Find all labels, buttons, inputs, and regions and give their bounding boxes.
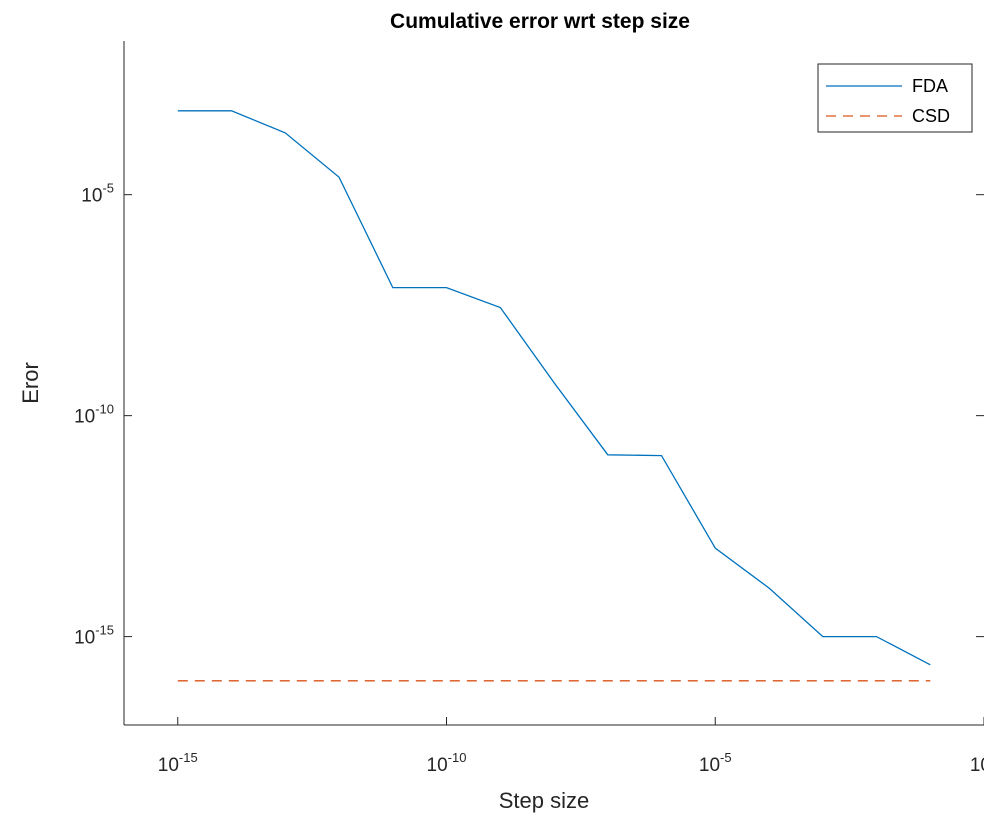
chart-title: Cumulative error wrt step size [390, 10, 690, 33]
x-tick-label: 100 [970, 750, 984, 776]
series-layer [177, 110, 931, 682]
y-tick-label: 10-5 [81, 181, 114, 207]
y-tick-label: 10-15 [74, 623, 114, 649]
y-tick-label: 10-10 [74, 402, 114, 428]
y-axis-label: Eror [18, 362, 43, 404]
x-ticks: 10-15 10-10 10-5 100 [158, 717, 984, 776]
legend-fda-label: FDA [912, 76, 948, 96]
y-ticks: 10-15 10-10 10-5 [74, 181, 984, 649]
legend-box [817, 63, 973, 133]
x-tick-label: 10-5 [699, 750, 732, 776]
x-axis-label: Step size [499, 788, 590, 813]
legend: FDA CSD [817, 63, 973, 133]
series-line-fda [177, 110, 931, 666]
legend-csd-label: CSD [912, 106, 950, 126]
x-tick-label: 10-10 [427, 750, 467, 776]
x-tick-label: 10-15 [158, 750, 198, 776]
